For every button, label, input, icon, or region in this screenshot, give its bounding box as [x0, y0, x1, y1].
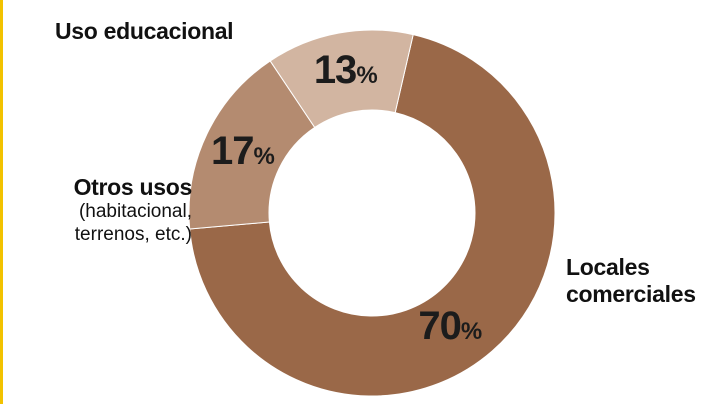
percent-value: 13: [313, 47, 357, 92]
donut-slice-uso-educacional: [269, 29, 414, 129]
slice-note-line: terrenos, etc.): [74, 223, 192, 245]
left-accent-rule: [0, 0, 3, 404]
slice-percent-uso-educacional: 13%: [314, 48, 378, 93]
slice-label-locales-comerciales: Locales comerciales: [566, 254, 696, 308]
slice-label-otros-usos: Otros usos (habitacional, terrenos, etc.…: [22, 174, 193, 246]
percent-sign: %: [460, 317, 483, 345]
slice-name: comerciales: [566, 281, 696, 308]
slice-name: Locales: [566, 254, 650, 280]
percent-sign: %: [356, 61, 378, 89]
slice-name: Uso educacional: [55, 18, 234, 44]
slice-label-uso-educacional: Uso educacional: [55, 18, 234, 45]
slice-name: Otros usos: [73, 174, 193, 200]
slice-note-line: (habitacional,: [78, 201, 192, 223]
percent-value: 17: [211, 128, 254, 173]
percent-value: 70: [418, 303, 461, 348]
slice-percent-locales-comerciales: 70%: [418, 304, 482, 349]
percent-sign: %: [253, 142, 275, 170]
donut-slice-locales-comerciales: [189, 34, 556, 397]
slice-percent-otros-usos: 17%: [211, 129, 275, 174]
